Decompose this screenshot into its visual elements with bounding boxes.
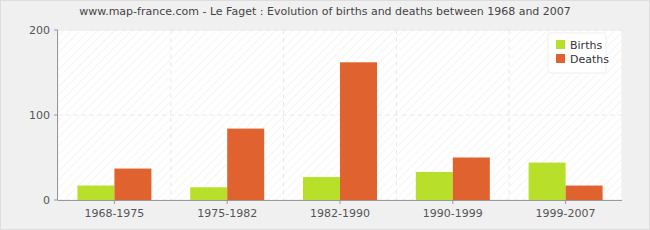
bars [77,62,602,200]
tick [340,200,341,204]
grid-line [283,30,284,200]
plot-area [58,30,622,200]
grid-line [58,30,622,31]
tick [227,200,228,204]
legend-label: Births [570,39,602,52]
bar [303,177,340,200]
bar [453,158,490,201]
tick [565,200,566,204]
tick [114,200,115,204]
x-tick-label: 1990-1999 [423,207,483,220]
title: www.map-france.com - Le Faget : Evolutio… [79,5,571,18]
y-tick-label: 200 [29,24,50,37]
x-tick-label: 1968-1975 [84,207,144,220]
grid-line [509,30,510,200]
y-tick-label: 0 [43,194,50,207]
y-tick-label: 100 [29,109,50,122]
bar [114,169,151,200]
legend-swatch [556,54,565,63]
x-tick-label: 1999-2007 [536,207,596,220]
x-tick-label: 1982-1990 [310,207,370,220]
y-axis [57,30,58,200]
legend-label: Deaths [570,53,609,66]
grid-line [396,30,397,200]
bar [77,186,114,200]
legend: BirthsDeaths [548,33,609,73]
legend-swatch [556,40,565,49]
bar [566,186,603,200]
bar [190,187,227,200]
bar [529,163,566,200]
x-tick-label: 1975-1982 [197,207,257,220]
bar [416,172,453,200]
bar [227,129,264,200]
grid-line [170,30,171,200]
chart: www.map-france.com - Le Faget : Evolutio… [0,0,650,230]
tick [452,200,453,204]
bar [340,62,377,200]
background [1,1,650,230]
